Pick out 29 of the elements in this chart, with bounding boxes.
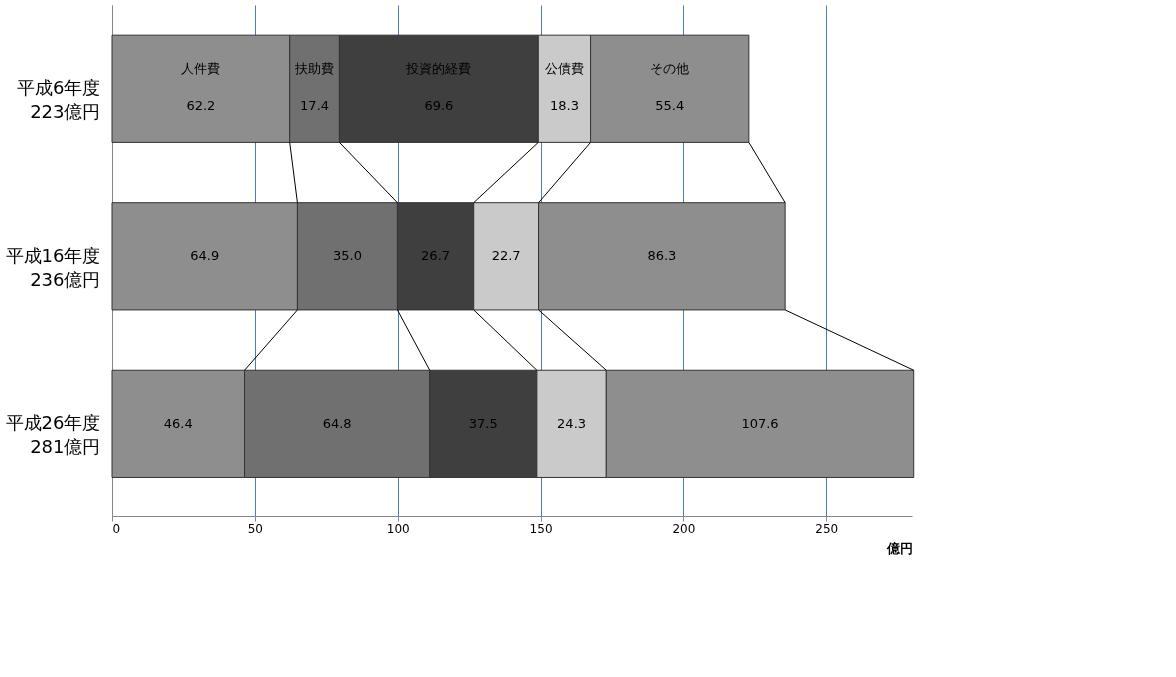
- x-tick-label: 100: [386, 521, 410, 536]
- x-tick-label: 150: [529, 521, 553, 536]
- data-label: 17.4: [300, 97, 330, 113]
- data-label: 69.6: [424, 97, 454, 113]
- data-label: 64.9: [190, 248, 220, 264]
- data-label: 64.8: [322, 415, 352, 431]
- y-tick-label: 平成6年度 223億円: [17, 77, 101, 123]
- data-label: 22.7: [491, 248, 521, 264]
- data-label: 24.3: [557, 415, 587, 431]
- x-tick-label: 50: [247, 521, 263, 536]
- y-tick-label: 平成26年度 281億円: [5, 412, 101, 458]
- data-label: 18.3: [549, 97, 579, 113]
- x-tick-label: 200: [672, 521, 696, 536]
- x-tick-label: 0: [112, 521, 121, 536]
- series-label: 公債費: [544, 60, 584, 76]
- series-label: その他: [650, 60, 690, 76]
- x-axis-title: 億円: [885, 540, 913, 556]
- data-label: 35.0: [332, 248, 362, 264]
- data-label: 26.7: [421, 248, 451, 264]
- data-label: 55.4: [655, 97, 685, 113]
- series-label: 人件費: [181, 60, 221, 76]
- data-label: 107.6: [741, 415, 779, 431]
- data-label: 37.5: [468, 415, 498, 431]
- x-tick-label: 250: [815, 521, 839, 536]
- data-label: 46.4: [163, 415, 193, 431]
- data-label: 62.2: [186, 97, 216, 113]
- y-tick-label: 平成16年度 236億円: [5, 244, 101, 290]
- series-label: 扶助費: [294, 60, 335, 76]
- data-label: 86.3: [647, 248, 677, 264]
